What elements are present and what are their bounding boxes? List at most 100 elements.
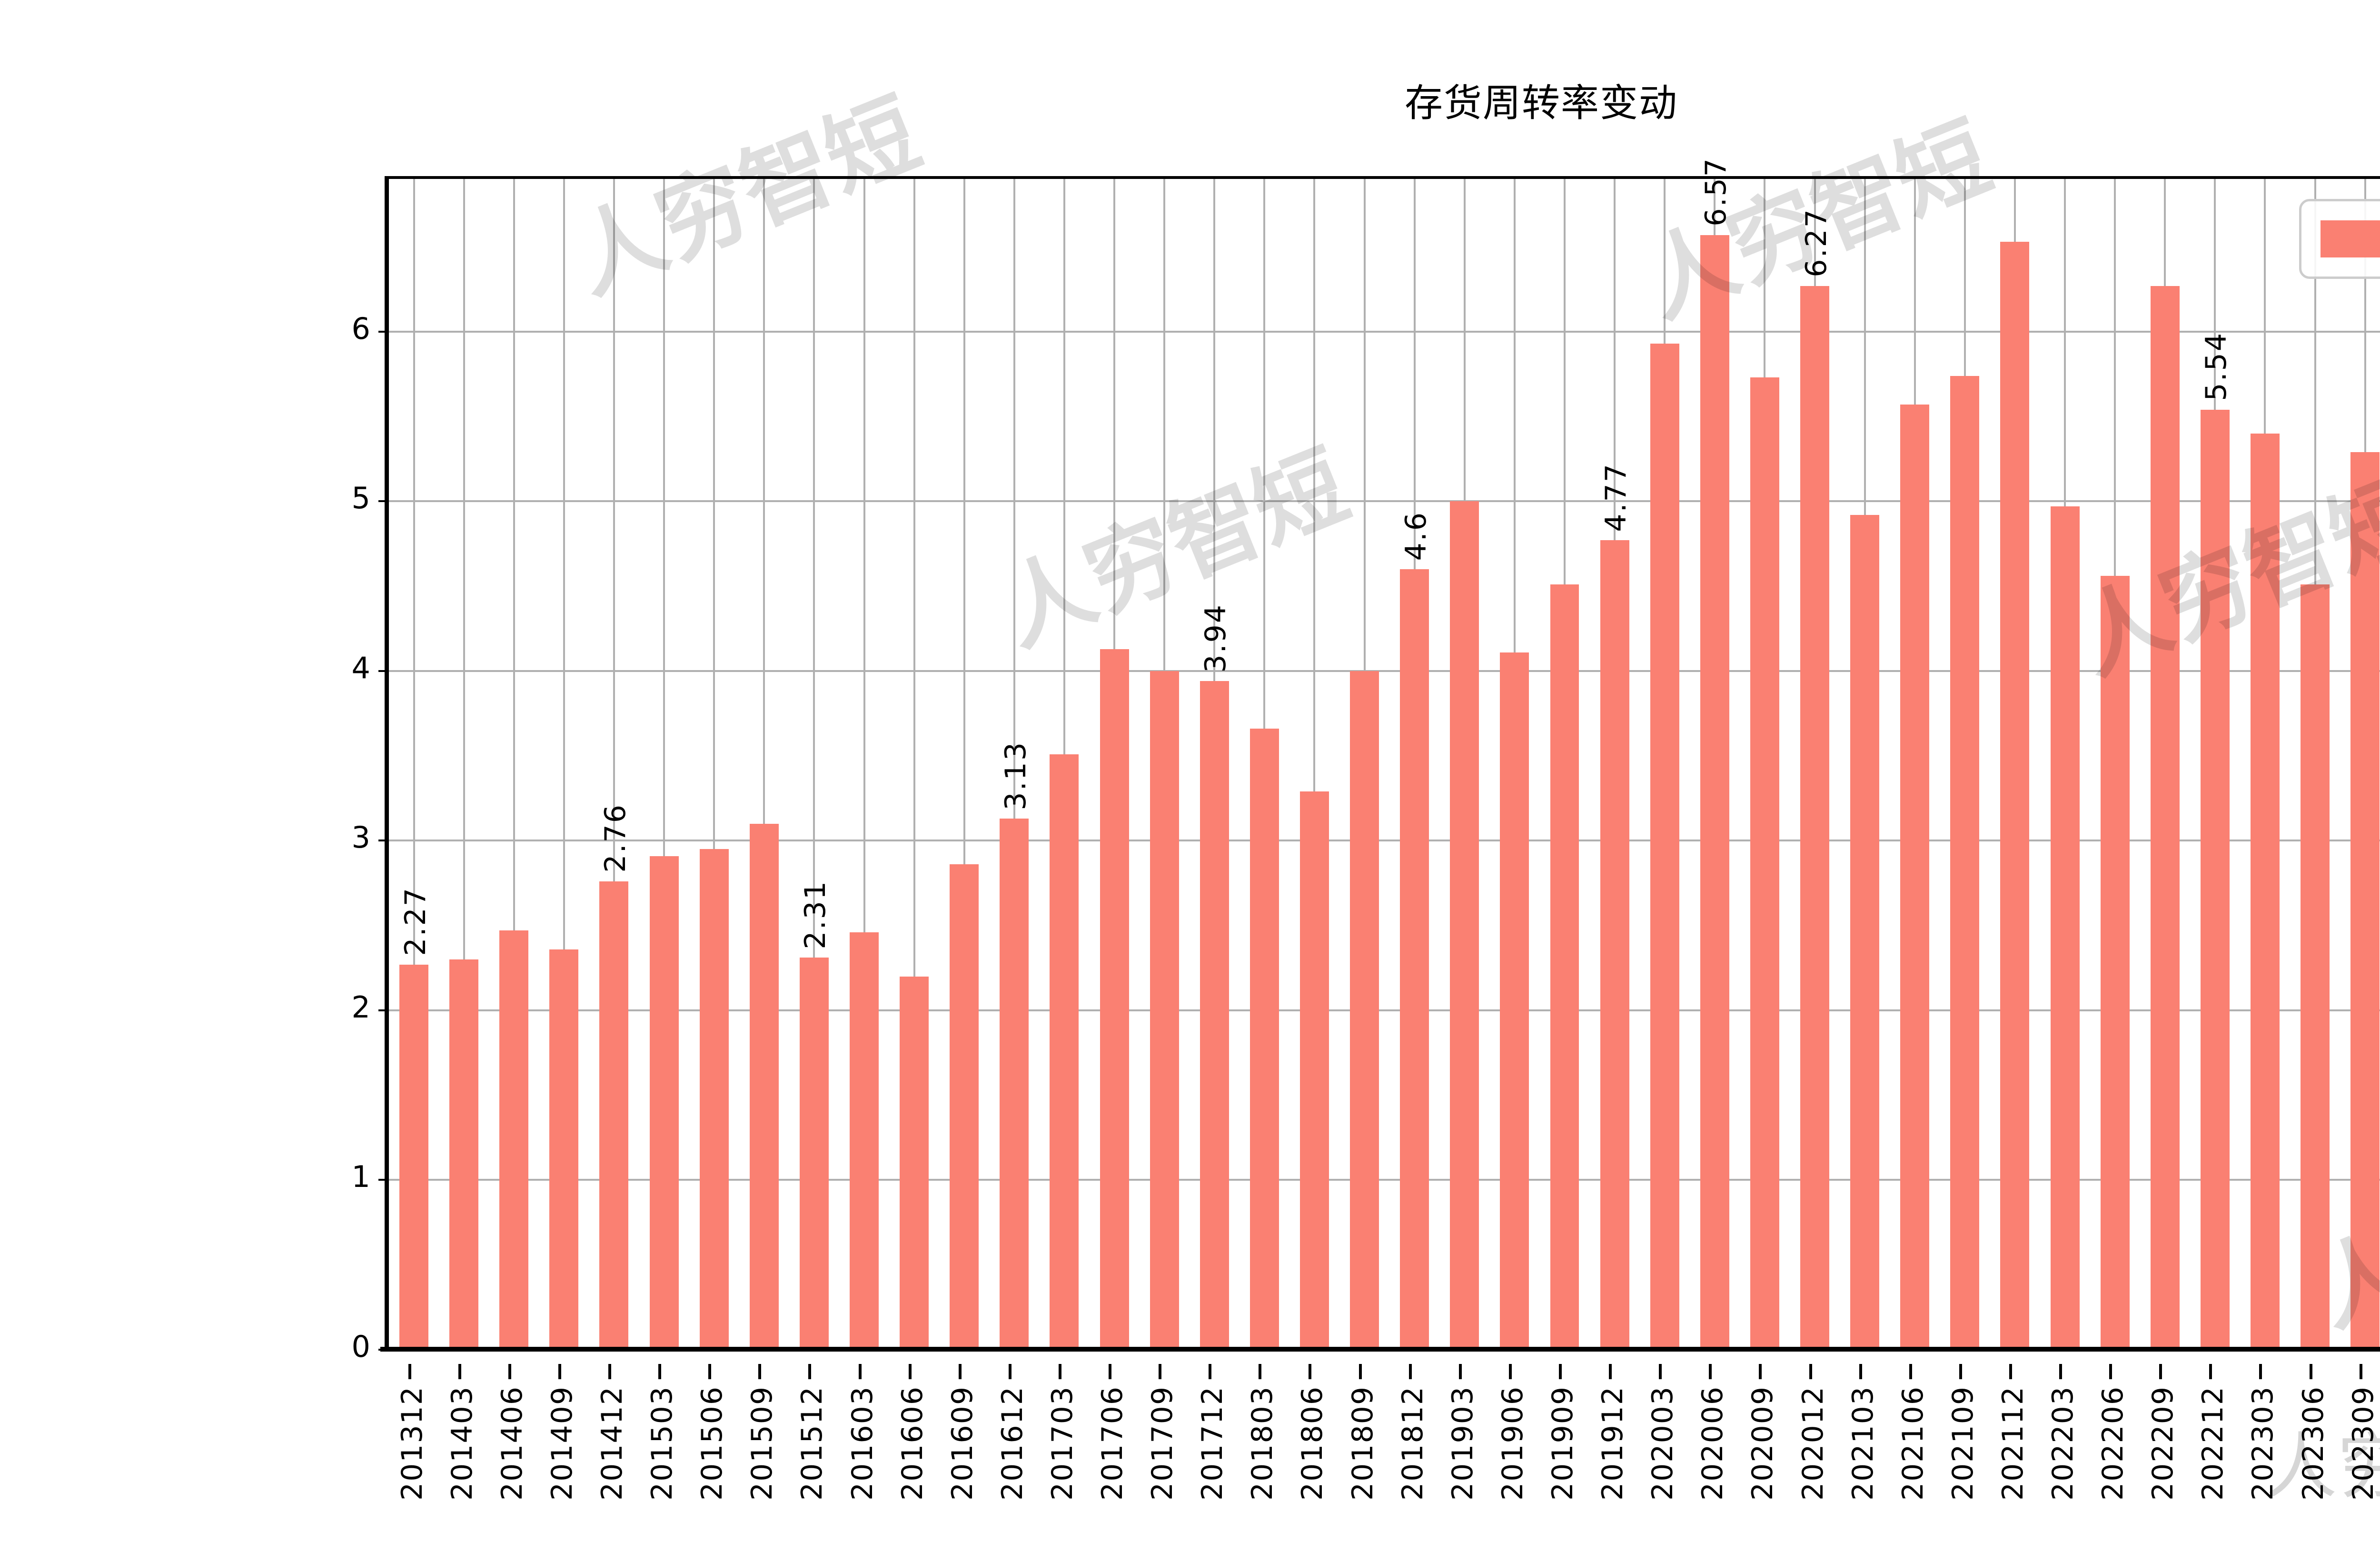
- bar[interactable]: [1100, 649, 1129, 1350]
- bar[interactable]: [399, 964, 429, 1350]
- y-tick-mark: [378, 1179, 389, 1181]
- bar[interactable]: [1600, 540, 1629, 1350]
- bar-value-label: 3.94: [1199, 603, 1233, 673]
- bar[interactable]: [499, 930, 529, 1350]
- bar[interactable]: [1650, 343, 1679, 1350]
- x-tick-mark: [1559, 1364, 1562, 1379]
- gridline-vertical: [563, 179, 565, 1350]
- bar[interactable]: [649, 856, 679, 1350]
- x-tick-mark: [2059, 1364, 2063, 1379]
- x-tick-mark: [708, 1364, 712, 1379]
- bar[interactable]: [1250, 729, 1279, 1350]
- x-tick-mark: [1609, 1364, 1612, 1379]
- bar[interactable]: [2000, 241, 2030, 1350]
- bar[interactable]: [1299, 791, 1329, 1350]
- bar[interactable]: [799, 958, 829, 1350]
- x-tick-label: 202206: [2096, 1386, 2130, 1501]
- y-axis: 0 1 2 3 4 5 6: [299, 176, 370, 1361]
- x-tick-label: 201609: [945, 1386, 979, 1501]
- bar[interactable]: [1700, 235, 1729, 1350]
- gridline-vertical: [813, 179, 815, 1350]
- bar[interactable]: [1750, 377, 1779, 1350]
- bar[interactable]: [2301, 584, 2330, 1350]
- x-tick-mark: [2259, 1364, 2262, 1379]
- bar[interactable]: [2150, 286, 2180, 1350]
- bar[interactable]: [2350, 452, 2380, 1350]
- gridline-horizontal: [389, 1009, 2380, 1011]
- x-tick-label: 201503: [645, 1386, 679, 1501]
- bar[interactable]: [950, 864, 979, 1350]
- x-tick-label: 201809: [1346, 1386, 1379, 1501]
- bar-value-label: 4.6: [1399, 511, 1433, 561]
- x-tick-mark: [1209, 1364, 1212, 1379]
- bar[interactable]: [1950, 375, 1980, 1350]
- legend-color-swatch: [2320, 220, 2380, 257]
- bar[interactable]: [1200, 681, 1229, 1350]
- x-tick-mark: [2109, 1364, 2112, 1379]
- x-tick-mark: [2359, 1364, 2362, 1379]
- bar[interactable]: [900, 976, 929, 1350]
- x-tick-mark: [2159, 1364, 2162, 1379]
- bar[interactable]: [2100, 576, 2130, 1350]
- bar[interactable]: [699, 849, 729, 1350]
- bar[interactable]: [549, 949, 579, 1350]
- x-tick-label: 202103: [1846, 1386, 1880, 1501]
- bar[interactable]: [1350, 671, 1379, 1350]
- y-tick-mark: [378, 500, 389, 503]
- bar-value-label: 3.13: [999, 741, 1032, 810]
- bar[interactable]: [850, 932, 879, 1350]
- x-tick-label: 201312: [395, 1386, 429, 1501]
- bar[interactable]: [2200, 409, 2230, 1350]
- bar[interactable]: [2251, 433, 2280, 1350]
- page-title: 存货周转率变动: [1405, 81, 1678, 125]
- x-tick-label: 201803: [1246, 1386, 1279, 1501]
- bar[interactable]: [1050, 754, 1079, 1350]
- x-tick-label: 202212: [2196, 1386, 2230, 1501]
- y-tick-mark: [378, 670, 389, 672]
- x-tick-mark: [1859, 1364, 1862, 1379]
- gridline-vertical: [1313, 179, 1316, 1350]
- x-tick-label: 202303: [2246, 1386, 2280, 1501]
- bar[interactable]: [599, 881, 629, 1350]
- gridline-vertical: [413, 179, 415, 1350]
- x-tick-mark: [1159, 1364, 1162, 1379]
- x-tick-mark: [1909, 1364, 1912, 1379]
- bar[interactable]: [749, 823, 779, 1350]
- x-tick-mark: [1458, 1364, 1462, 1379]
- x-tick-mark: [2309, 1364, 2312, 1379]
- legend[interactable]: 存货周转率: [2299, 199, 2380, 279]
- x-tick-label: 201906: [1496, 1386, 1529, 1501]
- x-tick-label: 201412: [595, 1386, 629, 1501]
- bar-value-label: 2.31: [799, 879, 833, 949]
- bar-value-label: 4.77: [1599, 462, 1633, 532]
- x-tick-label: 201606: [895, 1386, 929, 1501]
- x-axis: 201312 201403 201406 201409 201412 201503 2015…: [385, 1364, 2380, 1541]
- x-tick-label: 201806: [1296, 1386, 1329, 1501]
- x-tick-label: 201706: [1096, 1386, 1130, 1501]
- bar[interactable]: [449, 959, 479, 1350]
- x-tick-label: 201409: [545, 1386, 579, 1501]
- x-tick-label: 202112: [1996, 1386, 2030, 1501]
- bar[interactable]: [1900, 405, 1930, 1350]
- bar-value-label: 2.76: [598, 803, 632, 873]
- bar-value-label: 6.57: [1699, 157, 1733, 227]
- bar[interactable]: [1500, 652, 1529, 1350]
- bar[interactable]: [1150, 671, 1179, 1350]
- x-tick-mark: [508, 1364, 511, 1379]
- x-tick-label: 201506: [695, 1386, 729, 1501]
- x-tick-mark: [1309, 1364, 1312, 1379]
- x-tick-mark: [1008, 1364, 1012, 1379]
- bar[interactable]: [2050, 506, 2080, 1350]
- bar[interactable]: [1000, 819, 1029, 1350]
- x-tick-label: 202009: [1746, 1386, 1780, 1501]
- x-tick-label: 202203: [2046, 1386, 2080, 1501]
- bar[interactable]: [1450, 501, 1479, 1350]
- bar[interactable]: [1800, 286, 1829, 1350]
- x-tick-label: 202106: [1896, 1386, 1930, 1501]
- bar-value-label: 2.27: [398, 887, 432, 956]
- bar[interactable]: [1550, 584, 1579, 1350]
- x-tick-label: 201406: [495, 1386, 529, 1501]
- bar[interactable]: [1400, 569, 1429, 1350]
- bar[interactable]: [1850, 514, 1880, 1350]
- y-tick-label: 0: [351, 1329, 370, 1364]
